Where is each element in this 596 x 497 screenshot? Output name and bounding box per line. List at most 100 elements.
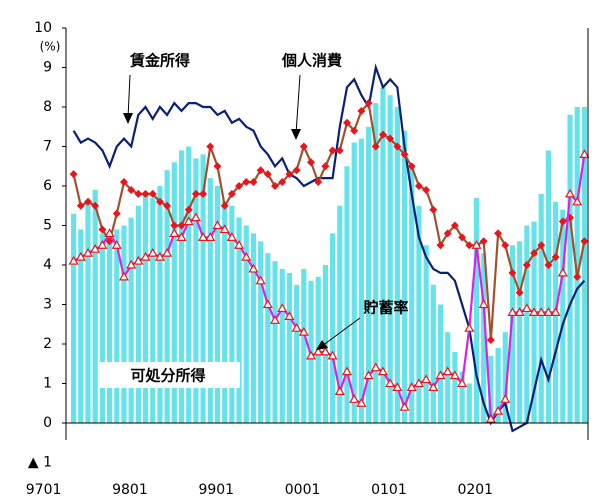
point-marker xyxy=(429,205,438,214)
point-marker xyxy=(522,261,531,269)
point-marker xyxy=(572,196,583,206)
point-marker xyxy=(421,374,432,384)
point-marker xyxy=(177,221,186,230)
point-marker xyxy=(543,307,554,316)
bar xyxy=(171,162,177,424)
bar xyxy=(574,107,580,423)
bar xyxy=(524,225,530,423)
point-marker xyxy=(97,240,108,249)
bar xyxy=(214,186,221,423)
point-marker xyxy=(457,378,468,388)
point-marker xyxy=(219,224,230,234)
point-marker xyxy=(163,201,172,210)
bar xyxy=(581,107,587,423)
bar xyxy=(222,201,228,423)
point-marker xyxy=(205,232,216,241)
y-tick-label: 10 xyxy=(34,20,52,36)
point-marker xyxy=(118,271,129,281)
point-marker xyxy=(213,162,222,171)
bar xyxy=(265,253,271,423)
point-marker xyxy=(148,189,157,198)
point-marker xyxy=(334,386,345,395)
bar xyxy=(106,241,113,423)
y-tick-label: 3 xyxy=(43,297,52,313)
point-marker xyxy=(155,197,164,206)
point-marker xyxy=(206,142,215,151)
bar xyxy=(279,268,285,423)
point-marker xyxy=(356,398,367,407)
bar xyxy=(207,178,213,423)
point-marker xyxy=(292,166,301,175)
point-marker xyxy=(449,370,460,380)
point-marker xyxy=(494,229,503,238)
bar xyxy=(445,332,451,423)
point-marker xyxy=(249,178,258,187)
point-marker xyxy=(154,251,165,261)
x-tick-label: 9801 xyxy=(112,482,148,497)
point-marker xyxy=(83,197,92,206)
point-marker xyxy=(544,261,553,269)
bar xyxy=(200,154,206,423)
bar xyxy=(401,130,408,423)
bar xyxy=(430,284,436,423)
point-marker xyxy=(320,346,331,356)
point-marker xyxy=(377,366,388,376)
point-marker xyxy=(478,299,489,309)
point-marker xyxy=(307,158,316,167)
point-marker xyxy=(486,336,495,345)
point-marker xyxy=(464,322,475,332)
bar xyxy=(186,146,192,423)
point-marker xyxy=(370,362,381,372)
point-marker xyxy=(471,240,482,249)
y-tick-label: ▲ 1 xyxy=(28,455,52,471)
point-marker xyxy=(198,232,209,241)
bar xyxy=(423,245,429,423)
point-marker xyxy=(465,241,474,250)
bar xyxy=(272,261,278,423)
bar xyxy=(258,241,264,423)
axis-layer: ▲ 1 0 1 2 3 4 5 6 7 8 9 10 9701 9801 9901 0001 0101 0201 xyxy=(26,20,589,497)
point-marker xyxy=(134,189,143,198)
point-marker xyxy=(147,247,158,257)
bar xyxy=(502,332,508,423)
bar xyxy=(71,213,77,423)
arrow-head xyxy=(291,129,301,140)
point-marker xyxy=(241,251,252,261)
point-marker xyxy=(256,166,265,175)
point-marker xyxy=(141,189,150,198)
y-tick-label: 1 xyxy=(43,376,52,392)
point-marker xyxy=(278,178,287,187)
bar xyxy=(567,114,573,424)
x-tick-label: 0201 xyxy=(457,482,493,497)
bar xyxy=(286,272,293,423)
point-marker xyxy=(314,178,323,187)
arrow-head xyxy=(123,113,133,124)
bar xyxy=(459,371,465,423)
bar xyxy=(452,351,458,423)
point-marker xyxy=(242,178,251,187)
bar xyxy=(157,186,163,423)
bar xyxy=(142,193,149,423)
point-marker xyxy=(104,228,115,237)
point-marker xyxy=(220,201,229,210)
y-tick-label: 7 xyxy=(43,139,52,155)
point-marker xyxy=(140,251,151,261)
point-marker xyxy=(413,378,424,388)
bar xyxy=(337,205,343,423)
point-marker xyxy=(458,233,467,242)
point-marker xyxy=(530,249,539,258)
label-bg xyxy=(100,362,240,388)
point-marker xyxy=(500,394,511,403)
bar xyxy=(531,221,537,423)
point-marker xyxy=(341,366,353,376)
bar xyxy=(128,217,134,423)
y-tick-label: 4 xyxy=(43,257,52,273)
bar xyxy=(466,383,472,423)
point-marker xyxy=(327,350,338,360)
bar xyxy=(135,205,141,423)
x-tick-label: 9901 xyxy=(198,482,234,497)
point-marker xyxy=(357,106,366,115)
point-marker xyxy=(406,382,417,392)
bar xyxy=(121,225,127,423)
